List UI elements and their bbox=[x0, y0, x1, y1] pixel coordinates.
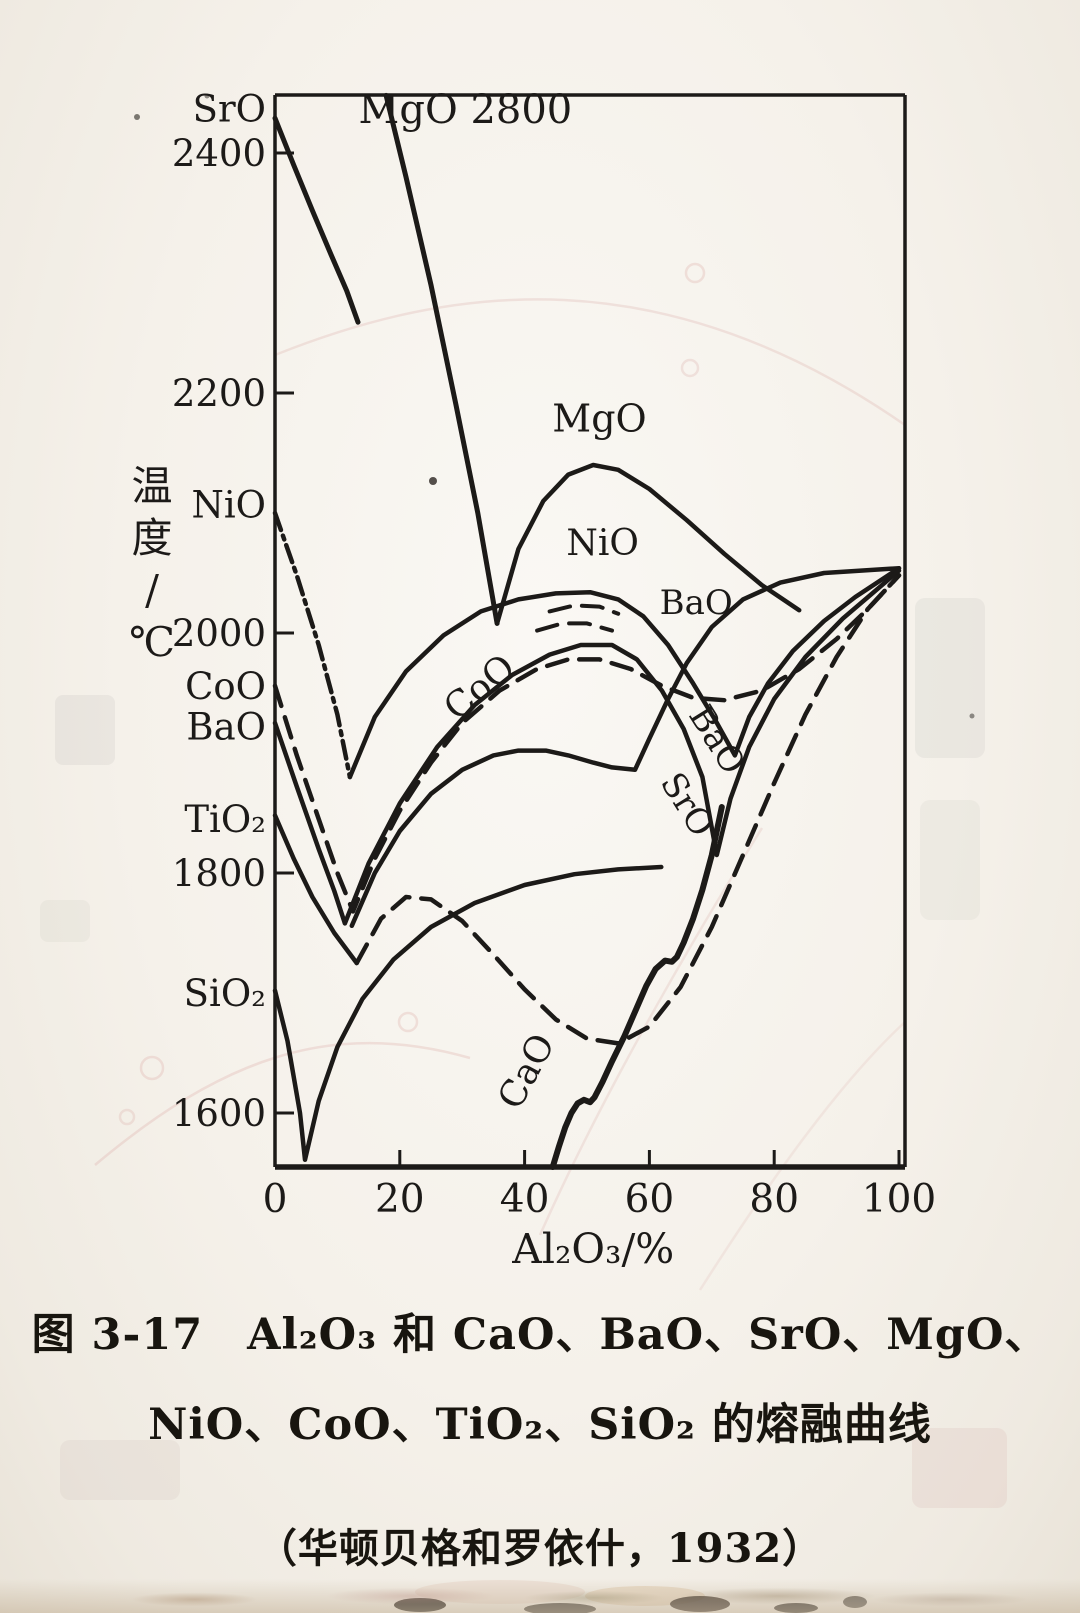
curve-CoO bbox=[272, 573, 902, 914]
curve-label-NiO: NiO bbox=[566, 523, 639, 564]
figure-caption-line-3: （华顿贝格和罗依什，1932） bbox=[256, 1525, 824, 1572]
axis-left-label-TiO: TiO₂ bbox=[184, 798, 266, 841]
x-tick-label-20: 20 bbox=[375, 1177, 425, 1222]
y-axis-label-char: 度 bbox=[132, 514, 173, 562]
curve-NiO-hidden-2 bbox=[535, 621, 614, 633]
x-axis-label: Al₂O₃/% bbox=[511, 1225, 674, 1273]
curve-MgO-dome bbox=[494, 462, 802, 626]
curve-SiO2 bbox=[272, 864, 664, 1163]
axis-left-label-SiO: SiO₂ bbox=[184, 972, 266, 1015]
scan-specks bbox=[134, 93, 975, 719]
curve-TiO2-descent bbox=[272, 813, 359, 966]
curve-label-CoO: CoO bbox=[436, 647, 523, 729]
curve-BaO bbox=[272, 568, 902, 926]
curve-MgO-descent bbox=[383, 92, 500, 626]
scan-text-bleed bbox=[40, 598, 1007, 1508]
y-tick-label-1600: 1600 bbox=[172, 1092, 266, 1135]
scan-bottom-noise-strip bbox=[0, 1579, 1080, 1613]
x-tick-label-100: 100 bbox=[862, 1177, 936, 1222]
curve-SrO-dome bbox=[349, 565, 902, 929]
y-axis-label-char: / bbox=[145, 566, 159, 614]
y-axis-label-char: ℃ bbox=[129, 618, 175, 666]
y-tick-label-2400: 2400 bbox=[172, 132, 266, 175]
x-tick-label-80: 80 bbox=[749, 1177, 799, 1222]
curve-label-CaO: CaO bbox=[490, 1027, 563, 1116]
curve-NiO-descent bbox=[272, 510, 353, 780]
curve-label-BaO: BaO bbox=[660, 583, 733, 623]
curve-CaO bbox=[549, 804, 725, 1170]
curve-label-MgO: MgO bbox=[552, 396, 646, 440]
curve-SrO-descent bbox=[272, 115, 361, 325]
curve-NiO-hidden-1 bbox=[547, 603, 621, 616]
scan-bleed-artifacts bbox=[94, 262, 906, 1291]
y-tick-label-2000: 2000 bbox=[172, 612, 266, 655]
y-axis-label-char: 温 bbox=[132, 462, 173, 510]
x-tick-label-60: 60 bbox=[625, 1177, 675, 1222]
x-tick-label-0: 0 bbox=[263, 1177, 288, 1222]
axis-left-label-CoO: CoO bbox=[185, 665, 266, 708]
axis-ticks: 2400 2200 2000 1800 1600 0 20 40 60 80 100 bbox=[172, 132, 936, 1222]
curve-label-MgO-2800: MgO 2800 bbox=[358, 87, 572, 133]
figure-caption-line-2: NiO、CoO、TiO₂、SiO₂ 的熔融曲线 bbox=[148, 1400, 932, 1450]
axis-left-label-BaO: BaO bbox=[186, 706, 266, 749]
curve-NiO-main bbox=[347, 565, 902, 780]
figure-caption-line-1: 图 3-17 Al₂O₃ 和 CaO、BaO、SrO、MgO、 bbox=[31, 1310, 1049, 1360]
plot-frame bbox=[273, 93, 907, 1170]
y-tick-label-2200: 2200 bbox=[172, 372, 266, 415]
y-tick-label-1800: 1800 bbox=[172, 852, 266, 895]
x-tick-label-40: 40 bbox=[500, 1177, 550, 1222]
melting-curves bbox=[272, 92, 902, 1170]
axis-left-label-SrO: SrO bbox=[193, 88, 266, 131]
axis-left-label-NiO: NiO bbox=[191, 484, 266, 527]
